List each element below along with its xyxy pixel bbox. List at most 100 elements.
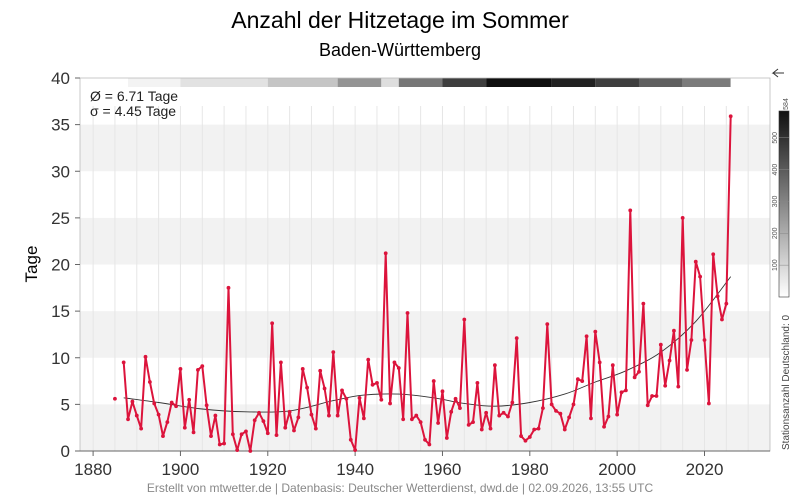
data-point xyxy=(571,402,576,407)
background-band xyxy=(80,311,770,358)
colorbar-ramp xyxy=(778,110,790,298)
data-point xyxy=(554,409,558,413)
station-count-segment xyxy=(730,78,770,87)
data-point xyxy=(213,413,218,418)
data-point xyxy=(388,401,392,406)
stddev-annotation: σ = 4.45 Tage xyxy=(90,103,176,119)
x-tick-label: 1980 xyxy=(511,460,549,479)
station-count-strip xyxy=(80,78,770,87)
data-point xyxy=(309,412,314,417)
data-point xyxy=(283,425,288,430)
y-tick-label: 0 xyxy=(61,442,70,461)
data-point xyxy=(134,413,139,418)
station-count-segment xyxy=(551,78,596,87)
data-point xyxy=(589,416,593,421)
data-point xyxy=(641,301,646,306)
data-point xyxy=(488,426,493,431)
data-point xyxy=(510,400,515,405)
data-point xyxy=(497,413,502,418)
background-bands xyxy=(80,124,770,451)
data-point xyxy=(519,434,523,438)
data-point xyxy=(318,368,323,373)
data-point xyxy=(375,381,379,385)
data-point xyxy=(514,336,519,341)
colorbar-tick-label: 300 xyxy=(772,196,779,208)
data-point xyxy=(366,357,371,362)
data-point xyxy=(492,363,497,368)
data-point xyxy=(261,419,266,424)
data-point xyxy=(405,311,410,315)
data-point xyxy=(178,367,183,371)
data-point xyxy=(427,442,432,447)
colorbar-max-label: 584 xyxy=(783,98,790,110)
x-axis: 1880 1900 1920 1940 1960 1980 2000 2020 xyxy=(74,450,770,479)
data-point xyxy=(327,413,331,418)
data-point xyxy=(265,431,270,436)
data-point xyxy=(593,329,598,334)
y-tick-label: 5 xyxy=(61,395,70,414)
data-point xyxy=(466,422,471,427)
data-point xyxy=(623,388,628,393)
arrow-left-icon xyxy=(771,68,784,78)
data-point xyxy=(396,366,401,370)
data-point xyxy=(685,367,689,372)
y-tick-label: 30 xyxy=(51,162,70,181)
data-point xyxy=(357,395,362,400)
data-point xyxy=(536,426,541,431)
chart-title: Anzahl der Hitzetage im Sommer xyxy=(231,7,569,33)
colorbar-tick-label: 200 xyxy=(772,227,779,239)
data-point xyxy=(475,381,480,385)
data-point xyxy=(296,415,301,420)
data-point xyxy=(471,420,475,424)
data-point xyxy=(287,409,292,414)
data-point xyxy=(239,432,244,437)
data-point xyxy=(462,317,467,322)
data-point xyxy=(191,430,196,435)
data-point xyxy=(143,354,148,359)
data-point xyxy=(274,433,279,438)
data-point xyxy=(479,427,484,432)
data-point xyxy=(689,338,694,342)
series-line xyxy=(122,116,732,452)
data-point xyxy=(711,252,716,257)
data-point xyxy=(567,415,572,420)
colorbar-title: Stationsanzahl Deutschland: 0 xyxy=(781,314,792,450)
station-count-segment xyxy=(337,78,382,87)
data-point xyxy=(527,435,532,439)
data-point xyxy=(370,382,375,387)
data-point xyxy=(348,437,353,442)
data-point xyxy=(379,397,384,402)
data-point xyxy=(139,426,144,431)
data-point xyxy=(632,375,637,380)
data-point xyxy=(484,410,489,415)
data-point xyxy=(344,396,349,401)
background-band xyxy=(80,217,770,265)
data-point xyxy=(672,328,676,333)
data-point xyxy=(414,413,419,418)
data-point xyxy=(169,400,174,405)
data-point xyxy=(619,390,624,395)
data-point xyxy=(580,379,585,383)
data-point xyxy=(361,416,366,421)
data-point xyxy=(597,360,602,365)
data-point xyxy=(645,403,650,408)
y-axis: 0 5 10 15 20 25 30 35 40 xyxy=(51,69,80,461)
data-point xyxy=(174,404,178,409)
data-point xyxy=(698,274,703,279)
x-tick-label: 2020 xyxy=(686,460,724,479)
colorbar: 100 200 300 400 500 xyxy=(772,110,790,298)
data-point xyxy=(322,386,327,391)
data-point xyxy=(458,406,462,411)
data-point xyxy=(444,436,449,440)
data-point xyxy=(663,383,668,388)
data-point xyxy=(161,434,165,438)
station-count-segment xyxy=(267,78,338,87)
data-point xyxy=(392,360,397,365)
data-point xyxy=(182,425,187,430)
station-count-segment xyxy=(180,78,268,87)
data-point xyxy=(217,442,222,447)
data-point xyxy=(602,424,606,429)
data-point xyxy=(235,448,240,452)
data-point xyxy=(693,259,698,264)
